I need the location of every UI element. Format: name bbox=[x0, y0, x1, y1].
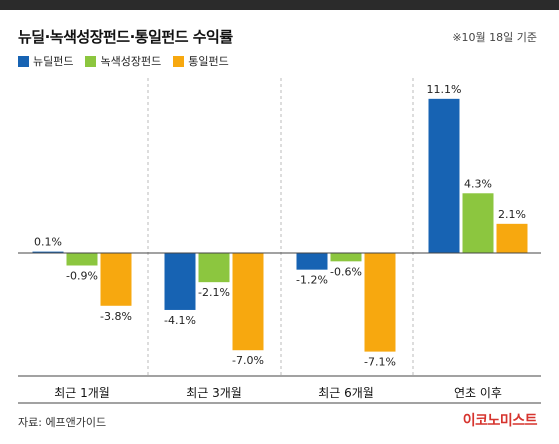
bar-green-growth-2 bbox=[198, 253, 230, 283]
bar-newdeal-3 bbox=[296, 253, 328, 270]
legend-swatch-unification bbox=[173, 55, 185, 67]
value-label-green-growth-3: -0.6% bbox=[330, 265, 362, 278]
source-note: 자료: 에프앤가이드 bbox=[18, 416, 107, 429]
value-label-unification-1: -3.8% bbox=[100, 310, 132, 323]
category-label-2: 최근 3개월 bbox=[186, 386, 242, 400]
bar-green-growth-1 bbox=[66, 253, 98, 266]
legend-swatch-newdeal bbox=[18, 55, 29, 67]
category-label-3: 최근 6개월 bbox=[318, 386, 374, 400]
bar-unification-3 bbox=[364, 253, 396, 352]
bar-green-growth-3 bbox=[330, 253, 362, 262]
legend-item-newdeal: 뉴딜펀드 bbox=[18, 53, 73, 69]
legend-item-green-growth: 녹색성장펀드 bbox=[85, 53, 161, 69]
bar-newdeal-4 bbox=[428, 98, 460, 253]
legend-label-unification: 통일펀드 bbox=[188, 55, 229, 68]
value-label-newdeal-1: 0.1% bbox=[34, 236, 62, 249]
value-label-newdeal-4: 11.1% bbox=[427, 83, 462, 96]
value-label-newdeal-2: -4.1% bbox=[164, 314, 196, 327]
bar-newdeal-2 bbox=[164, 253, 196, 310]
legend-label-newdeal: 뉴딜펀드 bbox=[33, 55, 74, 68]
value-label-green-growth-2: -2.1% bbox=[198, 286, 230, 299]
value-label-unification-4: 2.1% bbox=[498, 208, 526, 221]
bar-newdeal-1 bbox=[32, 251, 64, 254]
bar-green-growth-4 bbox=[462, 193, 494, 253]
bar-unification-1 bbox=[100, 253, 132, 306]
chart-title: 뉴딜·녹색성장펀드·통일펀드 수익률 bbox=[18, 28, 233, 46]
category-label-1: 최근 1개월 bbox=[54, 386, 110, 400]
bar-unification-4 bbox=[496, 223, 528, 253]
category-label-4: 연초 이후 bbox=[454, 386, 502, 400]
date-note: ※10월 18일 기준 bbox=[452, 31, 537, 44]
brand-logo: 이코노미스트 bbox=[462, 413, 538, 429]
bar-unification-2 bbox=[232, 253, 264, 351]
value-label-green-growth-4: 4.3% bbox=[464, 177, 492, 190]
legend-swatch-green-growth bbox=[85, 55, 97, 67]
value-label-newdeal-3: -1.2% bbox=[296, 274, 328, 287]
top-bar bbox=[0, 0, 559, 10]
legend-label-green-growth: 녹색성장펀드 bbox=[100, 55, 162, 68]
legend-item-unification: 통일펀드 bbox=[173, 53, 229, 69]
value-label-unification-2: -7.0% bbox=[232, 354, 264, 367]
value-label-green-growth-1: -0.9% bbox=[66, 270, 98, 283]
value-label-unification-3: -7.1% bbox=[364, 356, 396, 369]
legend: 뉴딜펀드 녹색성장펀드 통일펀드 bbox=[18, 53, 229, 69]
